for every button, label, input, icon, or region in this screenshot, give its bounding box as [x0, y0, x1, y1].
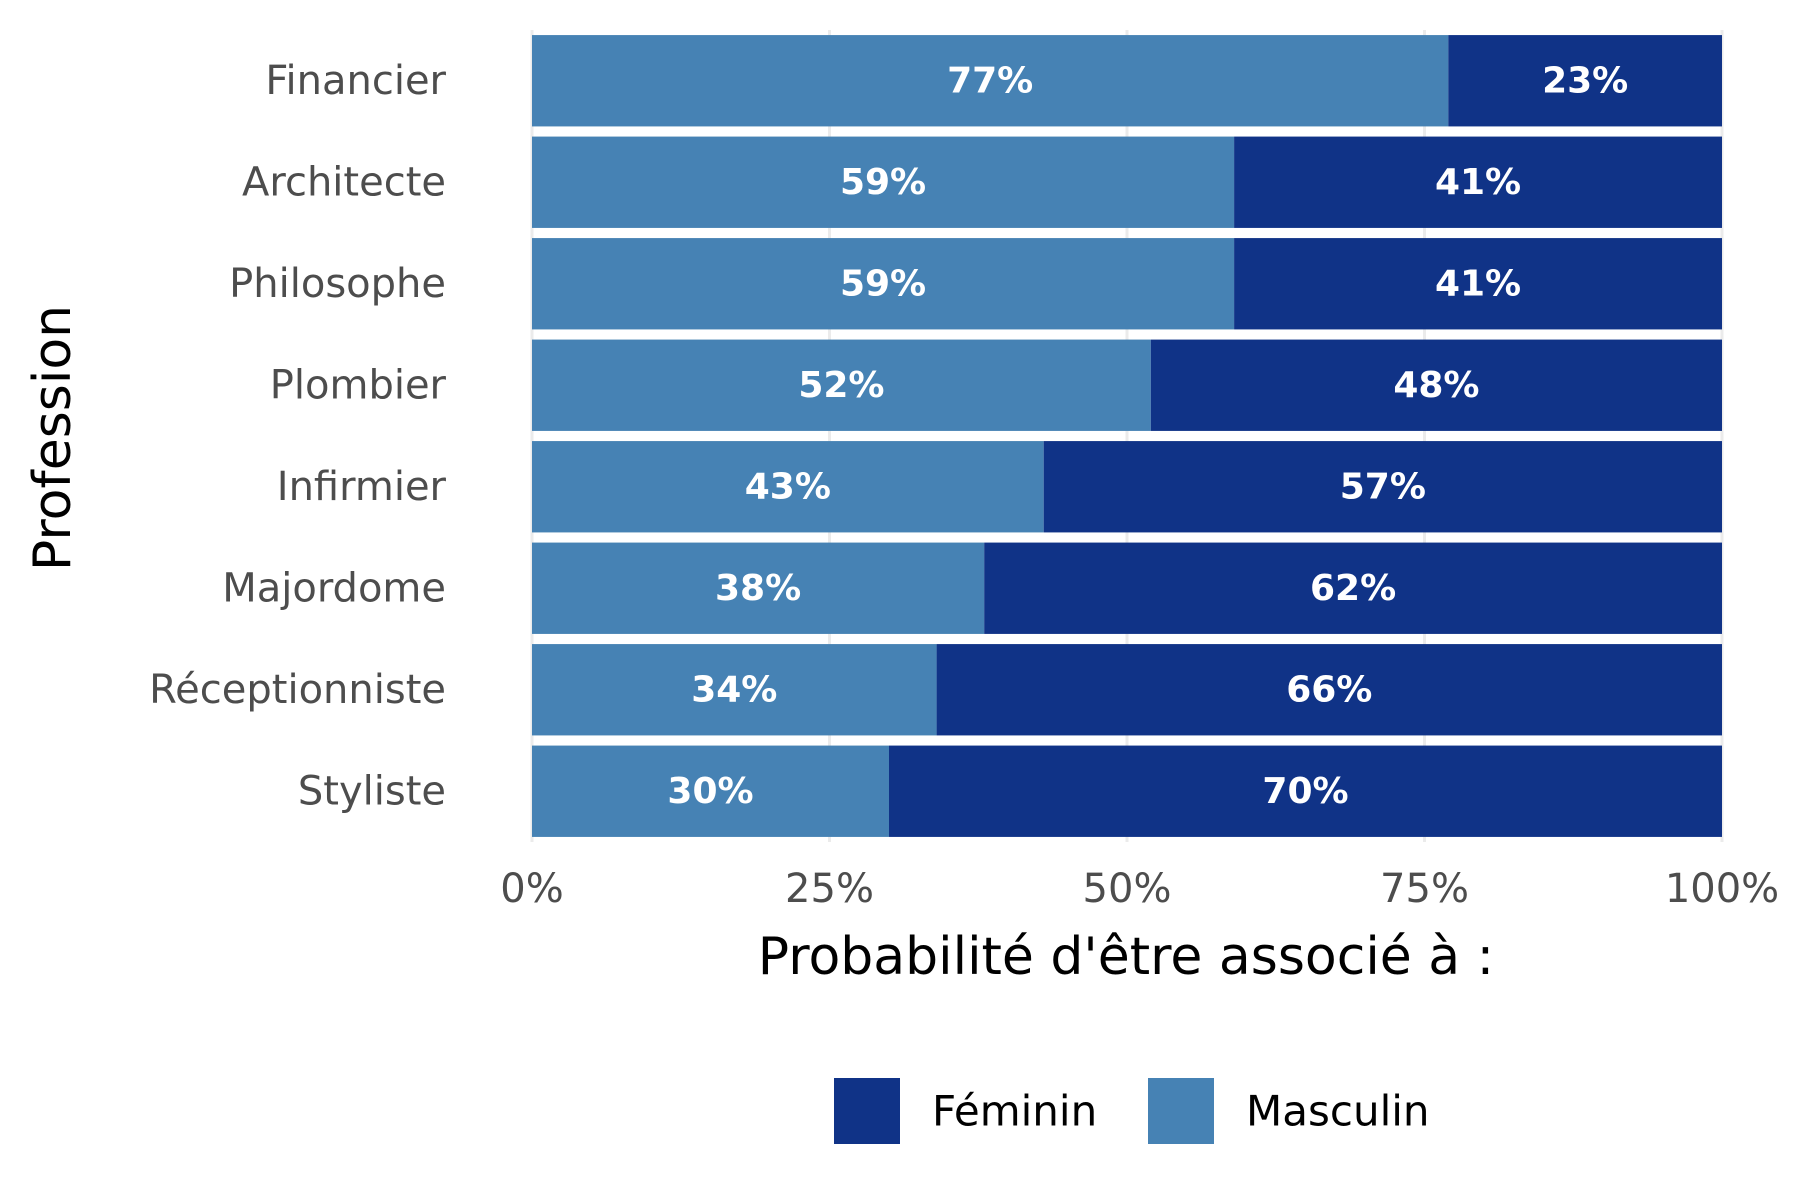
- category-label: Réceptionniste: [149, 667, 446, 713]
- data-label-féminin-4: 57%: [1340, 466, 1426, 507]
- category-label: Plombier: [270, 362, 447, 408]
- bar-masculin-6: [532, 644, 937, 736]
- data-label-féminin-3: 48%: [1393, 365, 1479, 406]
- data-label-féminin-5: 62%: [1310, 568, 1396, 609]
- category-label: Infirmier: [277, 464, 447, 510]
- legend-label-masculin: Masculin: [1246, 1087, 1430, 1136]
- bar-masculin-3: [532, 339, 1151, 431]
- data-label-féminin-6: 66%: [1286, 669, 1372, 710]
- data-label-féminin-7: 70%: [1262, 771, 1348, 812]
- x-tick-labels: 0% 25% 50% 75% 100%: [500, 866, 1779, 912]
- category-label: Majordome: [222, 565, 446, 611]
- bar-féminin-7: [889, 745, 1722, 837]
- data-label-masculin-7: 30%: [667, 771, 753, 812]
- legend-label-féminin: Féminin: [932, 1087, 1097, 1136]
- bar-masculin-5: [532, 542, 985, 634]
- data-label-féminin-1: 41%: [1435, 162, 1521, 203]
- bar-féminin-3: [1150, 339, 1722, 431]
- bar-masculin-1: [532, 136, 1235, 228]
- bar-féminin-5: [984, 542, 1722, 634]
- x-tick-label: 100%: [1665, 866, 1779, 912]
- data-label-masculin-0: 77%: [947, 60, 1033, 101]
- data-label-masculin-6: 34%: [691, 669, 777, 710]
- x-tick-label: 75%: [1380, 866, 1469, 912]
- x-axis-title: Probabilité d'être associé à :: [758, 927, 1494, 987]
- data-label-masculin-3: 52%: [798, 365, 884, 406]
- x-tick-label: 25%: [785, 866, 874, 912]
- category-label: Architecte: [242, 159, 446, 205]
- data-label-féminin-2: 41%: [1435, 263, 1521, 304]
- bar-layer: 77% 23% 59% 41% 59% 41% 52% 48% 43% 57% 38% 62% 34% 6…: [532, 35, 1722, 837]
- data-label-masculin-5: 38%: [715, 568, 801, 609]
- bar-masculin-7: [532, 745, 889, 837]
- bar-masculin-4: [532, 441, 1044, 533]
- x-tick-label: 0%: [500, 866, 563, 912]
- bar-féminin-0: [1448, 35, 1722, 127]
- y-axis-title: Profession: [23, 305, 83, 571]
- bar-féminin-4: [1043, 441, 1722, 533]
- data-label-masculin-2: 59%: [840, 263, 926, 304]
- legend-swatch-masculin: [1148, 1078, 1214, 1144]
- category-label: Financier: [265, 58, 446, 104]
- data-label-masculin-1: 59%: [840, 162, 926, 203]
- bar-masculin-2: [532, 238, 1235, 330]
- category-label: Styliste: [298, 768, 446, 814]
- legend: Féminin Masculin: [834, 1078, 1430, 1144]
- category-labels: Financier Architecte Philosophe Plombier Inf…: [149, 58, 446, 815]
- bar-féminin-6: [936, 644, 1722, 736]
- data-label-masculin-4: 43%: [745, 466, 831, 507]
- bar-masculin-0: [532, 35, 1449, 127]
- bar-féminin-2: [1234, 238, 1722, 330]
- legend-swatch-féminin: [834, 1078, 900, 1144]
- x-tick-label: 50%: [1083, 866, 1172, 912]
- category-label: Philosophe: [229, 261, 446, 307]
- bar-féminin-1: [1234, 136, 1722, 228]
- data-label-féminin-0: 23%: [1542, 60, 1628, 101]
